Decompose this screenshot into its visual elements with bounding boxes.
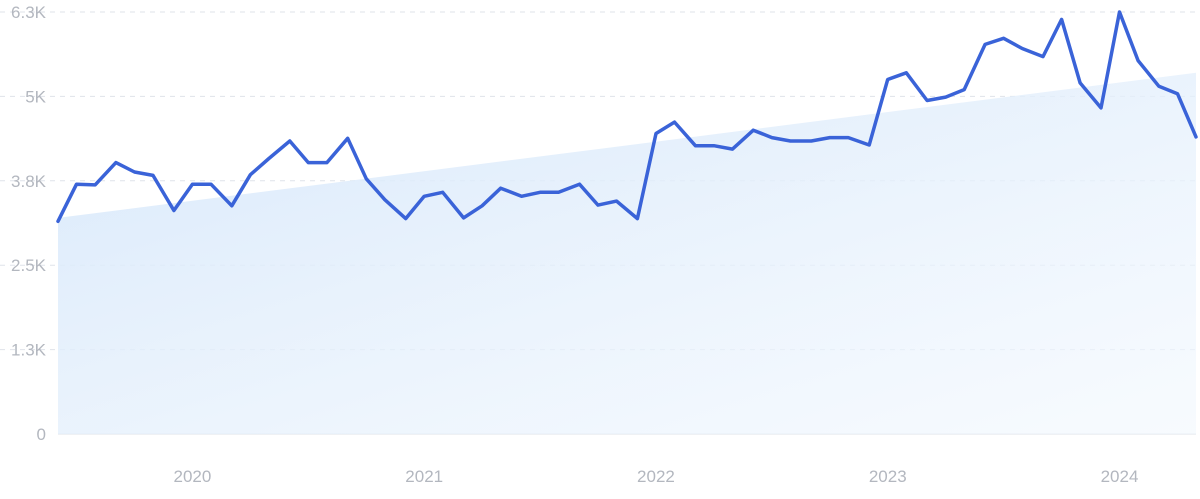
data-point[interactable] xyxy=(1157,84,1161,88)
data-point[interactable] xyxy=(1002,36,1006,40)
x-tick-label: 2023 xyxy=(869,467,907,486)
data-point[interactable] xyxy=(1136,59,1140,63)
data-point[interactable] xyxy=(788,139,792,143)
data-point[interactable] xyxy=(846,136,850,140)
data-point[interactable] xyxy=(1020,47,1024,51)
data-point[interactable] xyxy=(441,190,445,194)
data-point[interactable] xyxy=(867,143,871,147)
data-point[interactable] xyxy=(172,209,176,213)
data-point[interactable] xyxy=(75,182,79,186)
series-layer xyxy=(56,10,1198,224)
y-tick-label: 0 xyxy=(37,425,46,444)
data-point[interactable] xyxy=(809,139,813,143)
data-point[interactable] xyxy=(267,157,271,161)
data-point[interactable] xyxy=(1118,10,1122,14)
x-tick-label: 2020 xyxy=(174,467,212,486)
data-point[interactable] xyxy=(114,161,118,165)
data-point[interactable] xyxy=(325,161,329,165)
data-point[interactable] xyxy=(693,144,697,148)
data-point[interactable] xyxy=(1078,81,1082,85)
data-point[interactable] xyxy=(925,99,929,103)
data-point[interactable] xyxy=(1194,135,1198,139)
y-tick-label: 6.3K xyxy=(11,3,47,22)
data-point[interactable] xyxy=(306,161,310,165)
data-point[interactable] xyxy=(962,88,966,92)
y-tick-label: 3.8K xyxy=(11,172,47,191)
data-point[interactable] xyxy=(578,182,582,186)
x-tick-label: 2022 xyxy=(637,467,675,486)
data-point[interactable] xyxy=(1041,55,1045,59)
data-point[interactable] xyxy=(133,170,137,174)
data-point[interactable] xyxy=(886,78,890,82)
data-point[interactable] xyxy=(346,136,350,140)
data-point[interactable] xyxy=(480,204,484,208)
data-point[interactable] xyxy=(770,136,774,140)
data-point[interactable] xyxy=(404,217,408,221)
data-point[interactable] xyxy=(731,147,735,151)
data-point[interactable] xyxy=(248,173,252,177)
data-point[interactable] xyxy=(383,198,387,202)
data-point[interactable] xyxy=(520,194,524,198)
data-point[interactable] xyxy=(654,132,658,136)
data-point[interactable] xyxy=(904,71,908,75)
y-axis: 0 1.3K 2.5K 3.8K 5K 6.3K xyxy=(11,3,47,444)
data-point[interactable] xyxy=(288,139,292,143)
data-point[interactable] xyxy=(944,95,948,99)
trend-layer xyxy=(58,72,1196,434)
x-tick-label: 2024 xyxy=(1101,467,1139,486)
data-point[interactable] xyxy=(712,144,716,148)
data-point[interactable] xyxy=(422,194,426,198)
data-point[interactable] xyxy=(596,203,600,207)
x-tick-label: 2021 xyxy=(405,467,443,486)
data-point[interactable] xyxy=(462,216,466,220)
data-point[interactable] xyxy=(557,190,561,194)
y-tick-label: 2.5K xyxy=(11,256,47,275)
data-point[interactable] xyxy=(56,219,60,223)
data-point[interactable] xyxy=(635,217,639,221)
data-point[interactable] xyxy=(538,190,542,194)
data-point[interactable] xyxy=(983,42,987,46)
y-tick-label: 5K xyxy=(25,87,46,106)
data-point[interactable] xyxy=(499,186,503,190)
x-axis: 2020 2021 2022 2023 2024 xyxy=(174,467,1139,486)
data-point[interactable] xyxy=(828,136,832,140)
data-point[interactable] xyxy=(615,199,619,203)
data-point[interactable] xyxy=(151,173,155,177)
data-point[interactable] xyxy=(1060,17,1064,21)
data-point[interactable] xyxy=(93,183,97,187)
data-point[interactable] xyxy=(1176,92,1180,96)
data-point[interactable] xyxy=(230,204,234,208)
data-point[interactable] xyxy=(209,182,213,186)
data-point[interactable] xyxy=(751,128,755,132)
y-tick-label: 1.3K xyxy=(11,341,47,360)
series-line xyxy=(56,10,1198,224)
data-point[interactable] xyxy=(190,182,194,186)
trend-area xyxy=(58,72,1196,434)
data-point[interactable] xyxy=(673,120,677,124)
data-point[interactable] xyxy=(364,177,368,181)
data-point[interactable] xyxy=(1099,106,1103,110)
